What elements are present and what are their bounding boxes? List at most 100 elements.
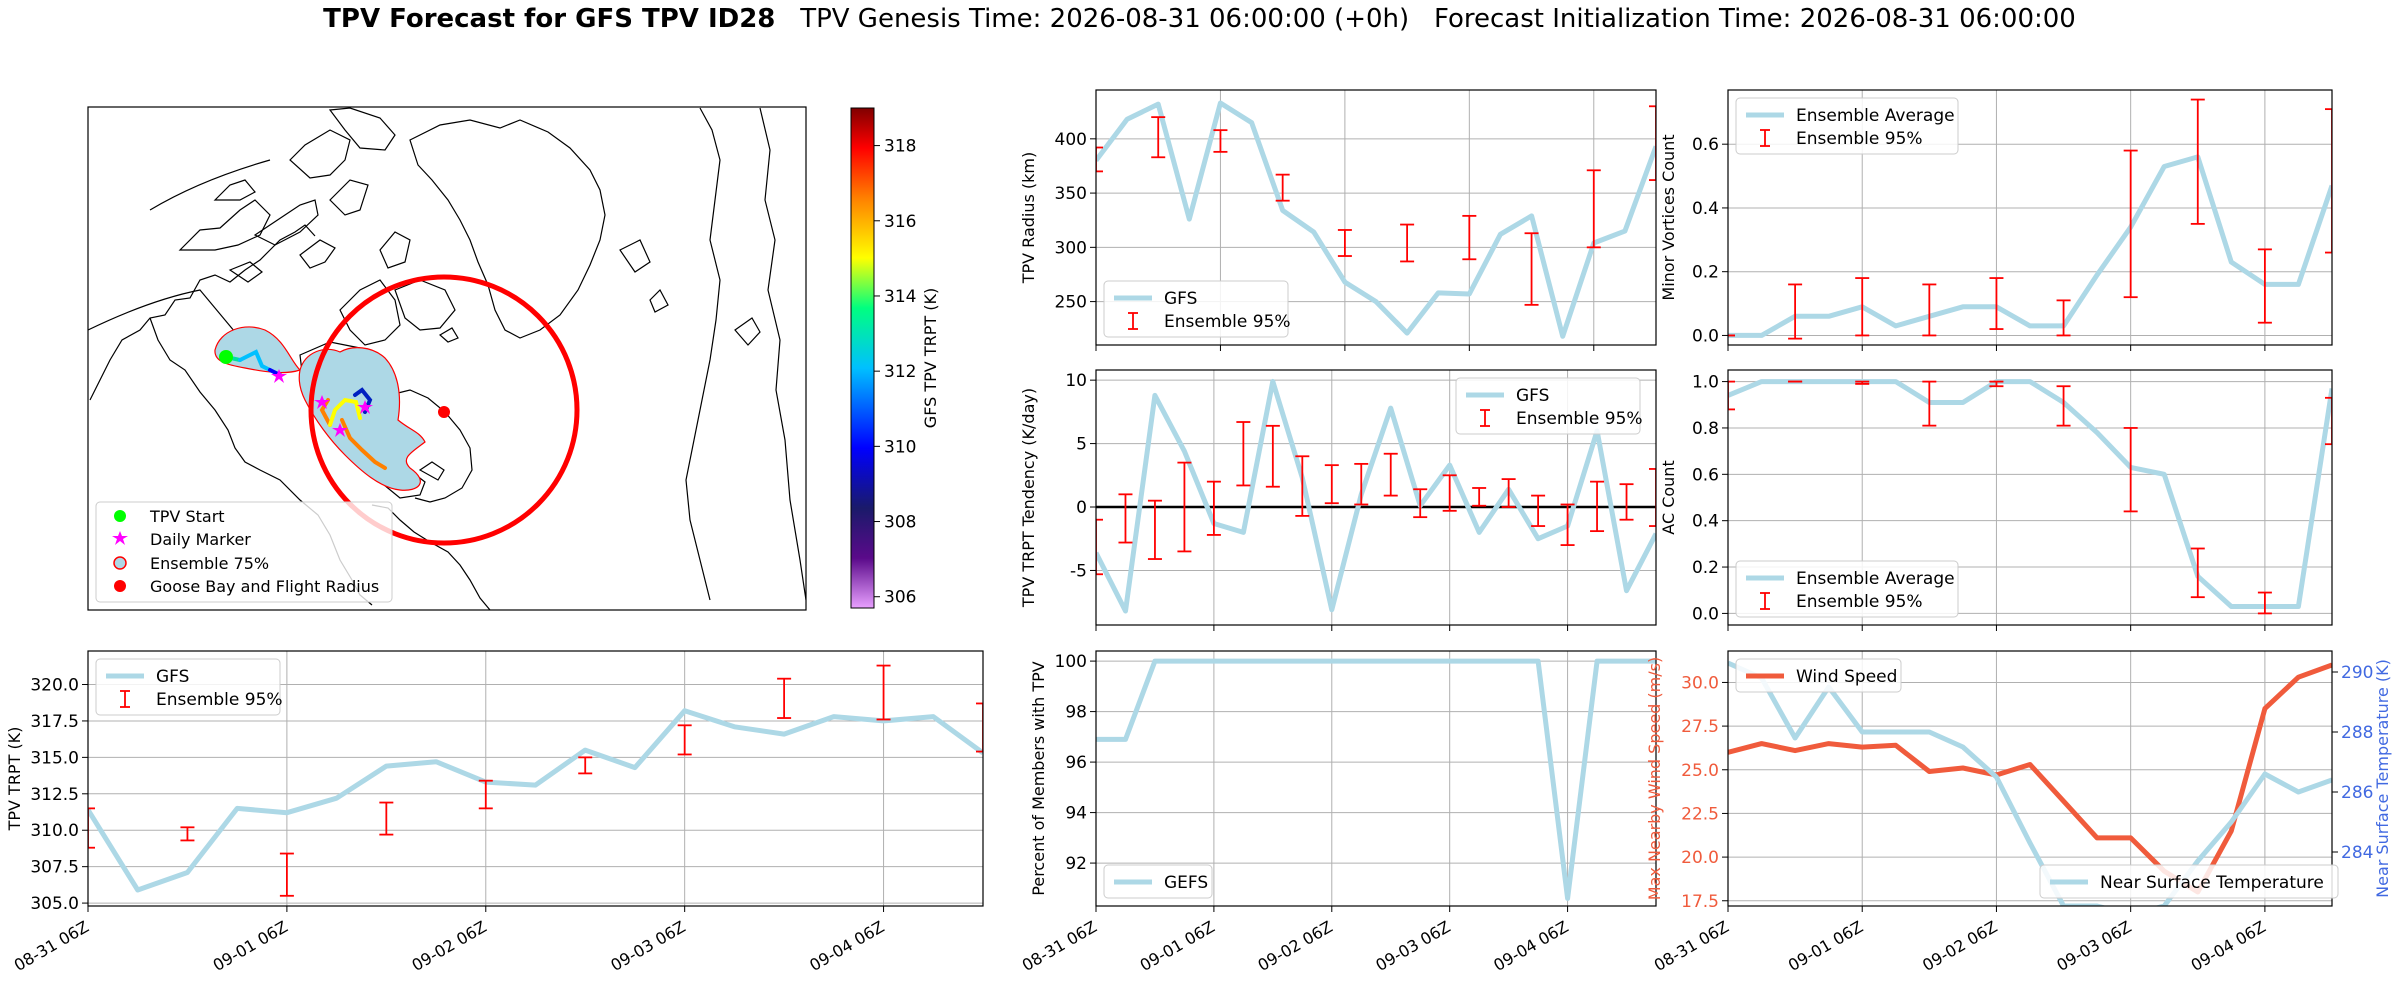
errorbar [1337,229,1352,257]
x-tick-label: 09-01 06Z [210,917,291,975]
panel-tendency: -5 0 5 10 TPV TRPT Tendency (K/day) GFS Ensemb… [1019,369,1657,631]
y-tick-label: 0.4 [1692,512,1719,532]
y2-tick-label: 284 [2341,843,2373,863]
goose-bay-flight-radius [308,274,580,546]
plot-area [1728,379,2332,615]
x-tick-label: 09-03 06Z [2053,917,2134,975]
y-axis-label: Minor Vortices Count [1659,134,1678,300]
legend-label: Ensemble 95% [1516,409,1643,429]
y-tick-label: 317.5 [30,712,79,732]
errorbar [1989,277,2004,330]
series-line-gefs [1096,658,1656,901]
title-genesis: TPV Genesis Time: 2026-08-31 06:00:00 (+… [800,4,1410,34]
legend-label: Ensemble 95% [1164,312,1291,332]
y-tick-label: 307.5 [30,858,79,878]
errorbar [1413,488,1428,519]
y-tick-label: 0.6 [1692,465,1719,485]
y-axis-label: Max Nearby Wind Speed (m/s) [1645,657,1664,900]
y-tick-label: 300 [1055,238,1087,258]
y-tick-label: 96 [1065,753,1087,773]
x-tick-label: 08-31 06Z [11,917,92,975]
axes-frame [87,650,984,907]
errorbar [2190,98,2205,225]
errorbar [1922,380,1937,427]
panel-percent: 08-31 06Z 09-01 06Z 09-02 06Z 09-03 06Z 09-0… [1019,650,1657,975]
legend: GFS Ensemble 95% [1103,280,1291,338]
x-tick-label: 09-01 06Z [1785,917,1866,975]
legend-start-symbol [114,510,126,522]
y-axis-label: Percent of Members with TPV [1029,661,1048,895]
errorbar [2325,396,2332,446]
errorbar [1649,105,1656,181]
errorbar [2325,108,2332,254]
plot-area [1096,100,1656,339]
map-panel: TPV Start Daily Marker Ensemble 75% Goos… [87,106,940,611]
daily-marker [332,423,348,437]
errorbar [1922,283,1937,337]
legend: GEFS [1103,864,1213,899]
y-tick-label: 94 [1065,804,1087,824]
errorbar [2123,427,2138,513]
panel-wind: 08-31 06Z 09-01 06Z 09-02 06Z 09-03 06Z 09-0… [1645,650,2392,975]
errorbar [2257,248,2272,324]
colorbar-tick-label: 318 [884,137,916,157]
axes-frame [1727,650,2333,907]
grid [1095,651,1656,906]
errorbar [1788,283,1803,340]
errorbar [1619,483,1634,521]
colorbar-tick-label: 310 [884,437,916,457]
legend-label: GFS [1164,289,1197,309]
errorbar [2190,547,2205,599]
errorbar [1213,129,1228,153]
title-init: Forecast Initialization Time: 2026-08-31… [1433,4,2076,34]
y-tick-label: 250 [1055,293,1087,313]
errorbar [1524,232,1539,306]
x-tick-label: 09-04 06Z [806,917,887,975]
y-tick-label: 27.5 [1681,717,1719,737]
series-line-gfs [88,708,983,893]
y-tick-label: -5 [1070,561,1087,581]
errorbar [1989,380,2004,388]
legend-star-symbol [112,531,128,545]
y-tick-label: 310.0 [30,821,79,841]
y-tick-label: 5 [1076,435,1087,455]
figure-title: TPV Forecast for GFS TPV ID28 TPV Genesi… [0,4,2399,34]
errorbar [1151,116,1166,159]
panel-radius: 250 300 350 400 TPV Radius (km) GFS Ensemble 9… [1019,89,1657,351]
errorbar [88,807,95,849]
errorbar [1206,480,1221,536]
errorbar [677,724,692,756]
x-tick-label: 09-04 06Z [1490,917,1571,975]
axes-frame [1095,89,1657,346]
map-coastlines [88,107,806,610]
errorbar [2257,591,2272,615]
y2-tick-label: 288 [2341,723,2373,743]
errorbar [1442,474,1457,512]
errorbar [1096,518,1103,576]
colorbar: 306 308 310 312 314 316 318 GFS TPV TRPT (K) [850,107,940,609]
errorbar [1586,169,1601,249]
x-tick-label: 08-31 06Z [1019,917,1100,975]
errorbar [777,677,792,719]
y-tick-label: 0 [1076,498,1087,518]
daily-marker [314,395,330,409]
legend-label: Ensemble Average [1796,569,1955,589]
errorbar [1265,424,1280,488]
legend-label: Ensemble Average [1796,106,1955,126]
daily-marker [357,400,373,414]
axes-frame [1095,650,1657,907]
legend: GFS Ensemble 95% [95,658,283,716]
x-tick-label: 08-31 06Z [1651,917,1732,975]
errorbar [1728,380,1735,411]
colorbar-ticks: 306 308 310 312 314 316 318 [874,137,916,608]
errorbar [1147,499,1162,560]
errorbar [1324,464,1339,505]
y-tick-label: 20.0 [1681,848,1719,868]
errorbar [1118,493,1133,544]
legend-label: Ensemble 95% [156,690,283,710]
legend-goose-symbol [114,580,126,592]
y-axis-label: AC Count [1659,460,1678,534]
map-frame [87,106,807,611]
errorbar [2056,299,2071,337]
y-axis-label: TPV Radius (km) [1019,152,1038,285]
